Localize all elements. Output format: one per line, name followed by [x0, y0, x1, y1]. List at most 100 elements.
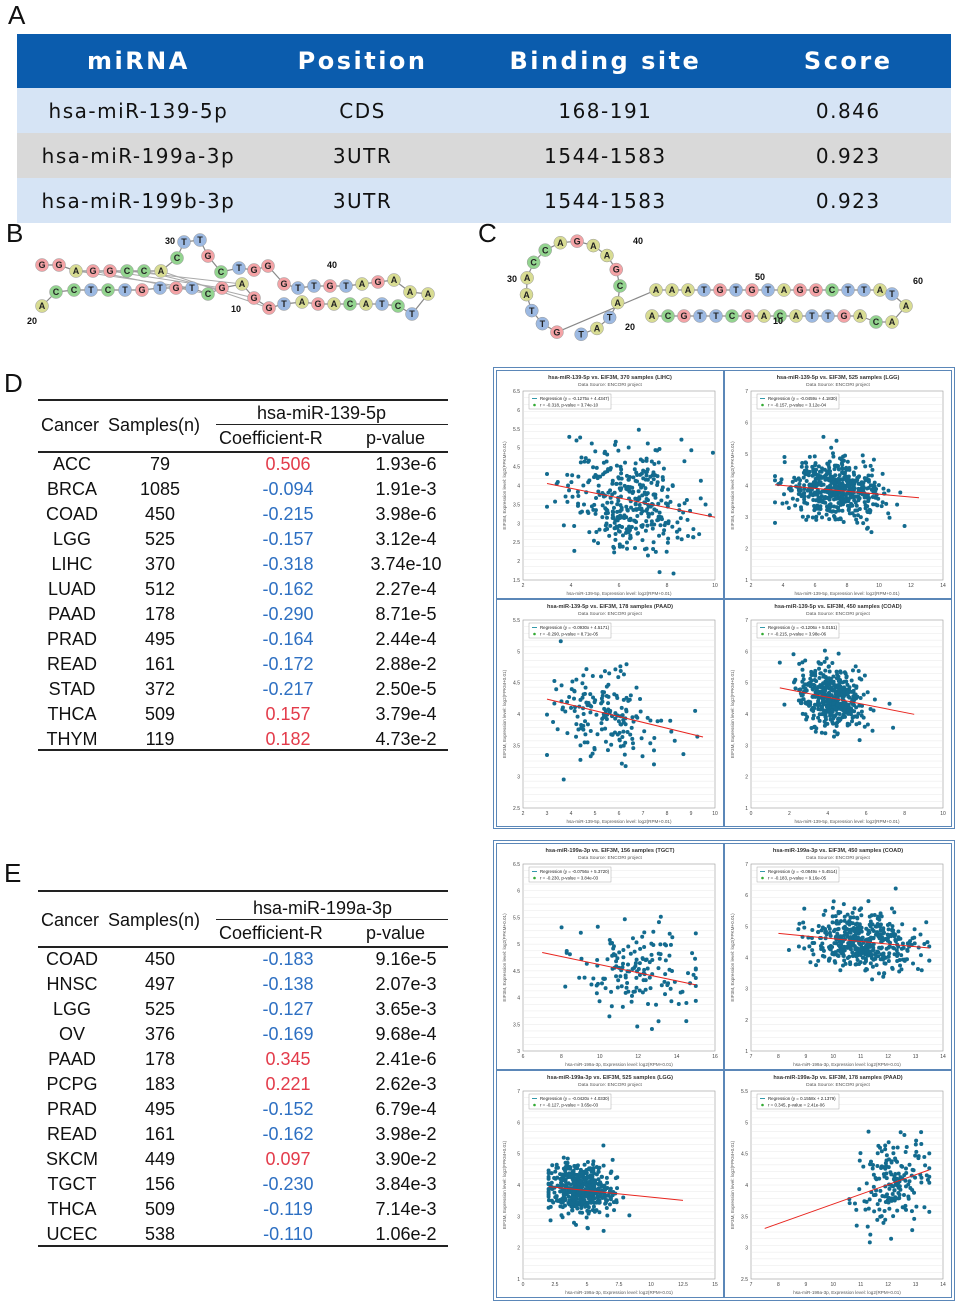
plot-legend: Regression (y = 0.1558x + 2.1379)r = 0.3…: [756, 1093, 840, 1110]
data-point: [621, 955, 626, 960]
data-point: [801, 475, 806, 480]
nucleotide: C: [201, 287, 215, 301]
data-point: [887, 1186, 892, 1191]
nucleotide-circle: [232, 261, 246, 275]
data-point: [840, 703, 845, 708]
data-point: [853, 962, 858, 967]
cell-pvalue: 3.79e-4: [375, 704, 437, 724]
cell-coefficient: -0.157: [262, 529, 314, 549]
data-point: [634, 520, 639, 525]
data-point: [905, 948, 910, 953]
data-point: [870, 467, 875, 472]
data-point: [549, 1180, 554, 1185]
data-point: [602, 1183, 607, 1188]
nucleotide-circle: [809, 283, 823, 297]
nucleotide-letter: G: [716, 285, 723, 295]
data-point: [601, 1163, 606, 1168]
data-point: [612, 490, 617, 495]
y-tick-label: 4: [517, 1183, 520, 1189]
legend-regression: Regression (y = -0.0849x + 5.4514): [768, 869, 838, 874]
y-tick-label: 6: [745, 649, 748, 655]
y-tick-label: 4: [517, 484, 520, 490]
table-row: PRAD 495 -0.164 2.44e-4: [38, 629, 448, 654]
nucleotide-letter: A: [359, 279, 366, 289]
data-point: [857, 941, 862, 946]
data-point: [582, 459, 587, 464]
table-row: READ 161 -0.172 2.88e-2: [38, 654, 448, 679]
data-point: [868, 706, 873, 711]
data-point: [570, 1208, 575, 1213]
scatter-plot-lgg: hsa-miR-139-5p vs. EIF3M, 525 samples (L…: [724, 370, 952, 599]
regression-line: [779, 687, 915, 715]
data-point: [588, 1166, 593, 1171]
data-point: [645, 491, 650, 496]
nucleotide-circle: [570, 234, 584, 248]
plot-title: hsa-miR-139-5p vs. EIF3M, 178 samples (P…: [547, 604, 673, 610]
data-point: [890, 1196, 895, 1201]
data-point: [812, 941, 817, 946]
cell-pvalue: 3.74e-10: [370, 554, 442, 574]
data-point: [856, 513, 861, 518]
nucleotide-circle: [519, 287, 534, 302]
y-tick-label: 5: [517, 649, 520, 655]
data-point: [870, 1166, 875, 1171]
data-point: [844, 703, 849, 708]
data-point: [808, 700, 813, 705]
cell-samples: 161: [144, 1124, 176, 1144]
nucleotide: A: [873, 283, 887, 297]
data-point: [867, 1197, 872, 1202]
data-point: [852, 1201, 857, 1206]
y-tick-label: 1.5: [513, 578, 520, 584]
position-number: 30: [507, 274, 517, 284]
nucleotide: C: [67, 283, 81, 297]
data-point: [779, 477, 784, 482]
data-point: [842, 914, 847, 919]
data-point: [597, 1210, 602, 1215]
y-tick-label: 3.5: [513, 1022, 520, 1028]
data-point: [645, 966, 650, 971]
data-point: [835, 732, 840, 737]
data-point: [608, 1197, 613, 1202]
y-tick-label: 2: [517, 559, 520, 565]
data-point: [620, 965, 625, 970]
nucleotide-circle: [201, 249, 215, 263]
data-point: [646, 511, 651, 516]
plot-legend: Regression (y = -0.0459x + 4.1830)r = -0…: [756, 393, 840, 410]
data-point: [591, 465, 596, 470]
cell-coefficient: 0.182: [265, 729, 311, 749]
data-point: [855, 916, 860, 921]
legend-box: [528, 866, 612, 883]
data-point: [818, 707, 823, 712]
data-point: [875, 949, 880, 954]
x-tick-label: 14: [674, 1054, 680, 1060]
data-point: [893, 886, 898, 891]
data-point: [889, 1172, 894, 1177]
nucleotide-circle: [857, 283, 871, 297]
data-point: [802, 946, 807, 951]
data-point: [644, 473, 649, 478]
cell-coefficient: -0.169: [262, 1024, 314, 1044]
data-point: [588, 692, 593, 697]
data-point: [848, 930, 853, 935]
x-tick-label: 4: [570, 811, 573, 817]
nucleotide-letter: T: [88, 285, 94, 295]
data-point: [620, 533, 625, 538]
data-point: [656, 501, 661, 506]
data-point: [882, 1209, 887, 1214]
header-sub-rule: [216, 919, 448, 920]
data-point: [624, 527, 629, 532]
data-point: [600, 690, 605, 695]
data-point: [855, 694, 860, 699]
data-point: [903, 1149, 908, 1154]
data-point: [634, 940, 639, 945]
nucleotide-letter: G: [374, 277, 381, 287]
data-point: [895, 1145, 900, 1150]
data-point: [656, 1019, 661, 1024]
data-point: [634, 714, 639, 719]
data-point: [890, 1192, 895, 1197]
nucleotide-circle: [609, 262, 623, 277]
data-point: [581, 723, 586, 728]
data-point: [857, 1158, 862, 1163]
data-point: [627, 518, 632, 523]
data-point: [839, 942, 844, 947]
